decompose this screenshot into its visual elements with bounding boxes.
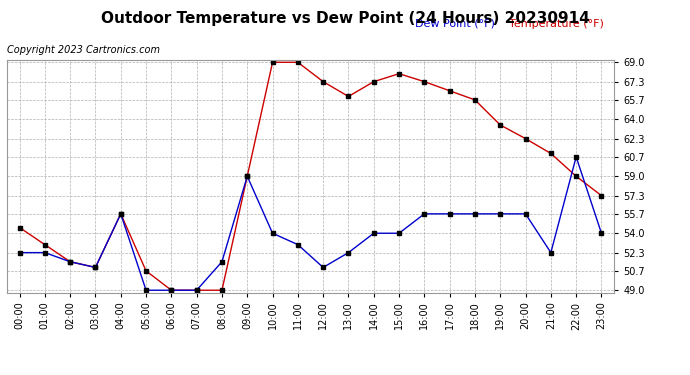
Dew Point (°F) xyxy=(294,242,302,247)
Temperature (°F) xyxy=(243,174,251,178)
Line: Temperature (°F): Temperature (°F) xyxy=(17,60,604,292)
Temperature (°F) xyxy=(420,80,428,84)
Dew Point (°F) xyxy=(66,260,75,264)
Dew Point (°F) xyxy=(117,211,125,216)
Temperature (°F) xyxy=(319,80,327,84)
Dew Point (°F) xyxy=(598,231,606,236)
Dew Point (°F) xyxy=(142,288,150,292)
Dew Point (°F) xyxy=(91,265,99,270)
Dew Point (°F) xyxy=(370,231,378,236)
Temperature (°F) xyxy=(572,174,580,178)
Dew Point (°F) xyxy=(572,154,580,159)
Dew Point (°F) xyxy=(546,251,555,255)
Dew Point (°F) xyxy=(420,211,428,216)
Dew Point (°F) xyxy=(15,251,23,255)
Text: Outdoor Temperature vs Dew Point (24 Hours) 20230914: Outdoor Temperature vs Dew Point (24 Hou… xyxy=(101,11,589,26)
Temperature (°F) xyxy=(268,60,277,64)
Temperature (°F) xyxy=(344,94,353,99)
Temperature (°F) xyxy=(193,288,201,292)
Temperature (°F) xyxy=(294,60,302,64)
Dew Point (°F) xyxy=(243,174,251,178)
Temperature (°F) xyxy=(218,288,226,292)
Temperature (°F) xyxy=(167,288,175,292)
Dew Point (°F) xyxy=(167,288,175,292)
Dew Point (°F) xyxy=(268,231,277,236)
Line: Dew Point (°F): Dew Point (°F) xyxy=(17,155,604,292)
Temperature (°F) xyxy=(142,268,150,273)
Text: Copyright 2023 Cartronics.com: Copyright 2023 Cartronics.com xyxy=(7,45,160,55)
Temperature (°F) xyxy=(546,151,555,156)
Dew Point (°F) xyxy=(319,265,327,270)
Dew Point (°F) xyxy=(496,211,504,216)
Temperature (°F) xyxy=(471,98,479,102)
Temperature (°F) xyxy=(395,71,403,76)
Temperature (°F) xyxy=(446,88,454,93)
Temperature (°F) xyxy=(598,194,606,198)
Legend: Dew Point (°F), Temperature (°F): Dew Point (°F), Temperature (°F) xyxy=(402,14,609,33)
Dew Point (°F) xyxy=(218,260,226,264)
Temperature (°F) xyxy=(370,80,378,84)
Dew Point (°F) xyxy=(193,288,201,292)
Dew Point (°F) xyxy=(395,231,403,236)
Dew Point (°F) xyxy=(522,211,530,216)
Temperature (°F) xyxy=(117,211,125,216)
Dew Point (°F) xyxy=(41,251,49,255)
Dew Point (°F) xyxy=(471,211,479,216)
Temperature (°F) xyxy=(91,265,99,270)
Dew Point (°F) xyxy=(446,211,454,216)
Temperature (°F) xyxy=(522,136,530,141)
Temperature (°F) xyxy=(41,242,49,247)
Temperature (°F) xyxy=(496,123,504,127)
Temperature (°F) xyxy=(15,225,23,230)
Dew Point (°F) xyxy=(344,251,353,255)
Temperature (°F) xyxy=(66,260,75,264)
